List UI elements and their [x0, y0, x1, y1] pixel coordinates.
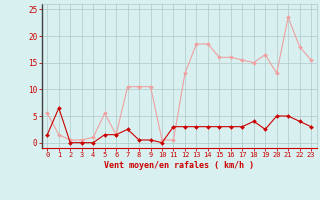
X-axis label: Vent moyen/en rafales ( km/h ): Vent moyen/en rafales ( km/h )	[104, 161, 254, 170]
